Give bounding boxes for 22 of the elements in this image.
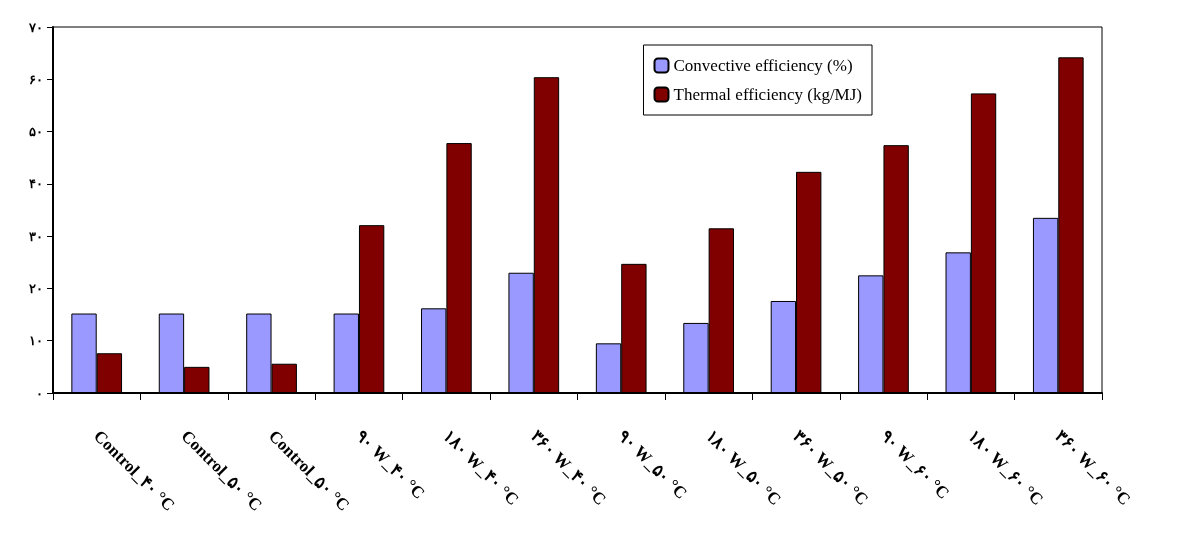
y-tick-label: ۱۰ — [29, 333, 43, 349]
x-tick-label: ۳۶۰ W_۴۰ °C — [527, 426, 610, 510]
y-tick-label: ۵۰ — [29, 124, 43, 140]
y-tick-label: ۰ — [36, 385, 43, 401]
x-tick-label: ۹۰ W_۶۰ °C — [876, 426, 954, 503]
x-tick-label: ۱۸۰ W_۵۰ °C — [701, 426, 785, 510]
x-tick-label: Control_۴۰ °C — [89, 426, 179, 515]
legend-label: Convective efficiency (%) — [673, 56, 853, 75]
x-tick-label: ۱۸۰ W_۴۰ °C — [439, 426, 523, 510]
y-tick-label: ۷۰ — [28, 19, 43, 35]
x-tick-label: Control_۵۰ °C — [177, 426, 266, 515]
y-tick-label: ۳۰ — [29, 228, 43, 244]
x-tick-label: ۹۰ W_۴۰ °C — [352, 426, 429, 503]
y-tick-label: ۲۰ — [29, 280, 43, 296]
x-tick-label: ۱۸۰ W_۶۰ °C — [964, 426, 1047, 510]
x-tick-label: ۳۶۰ W_۵۰ °C — [789, 426, 873, 510]
y-tick-label: ۶۰ — [29, 71, 43, 87]
x-tick-label: Control_۵۰ °C — [264, 426, 354, 515]
legend-label: Thermal efficiency (kg/MJ) — [673, 85, 863, 104]
y-tick-label: ۴۰ — [29, 176, 43, 192]
x-tick-label: ۳۶۰ W_۶۰ °C — [1051, 426, 1135, 510]
x-tick-label: ۹۰ W_۵۰ °C — [614, 426, 691, 503]
